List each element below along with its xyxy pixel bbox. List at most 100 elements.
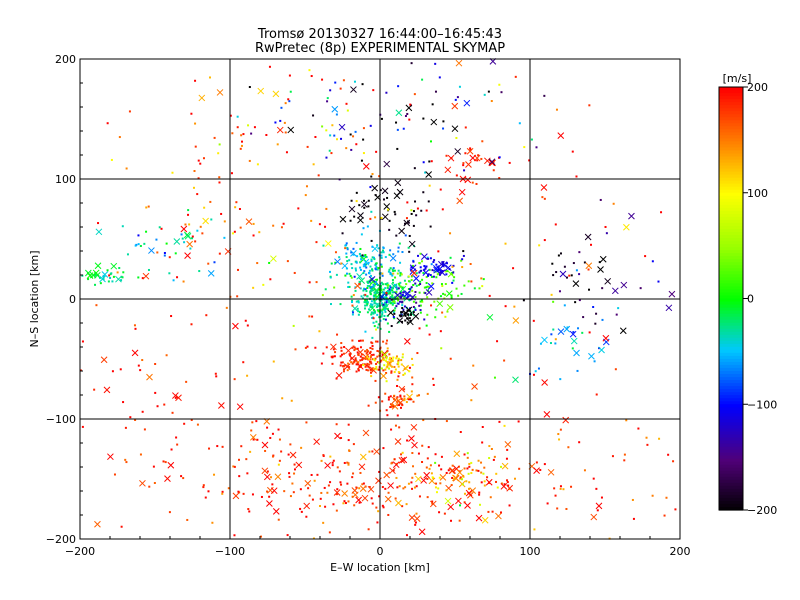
scatter-dot bbox=[387, 292, 390, 295]
scatter-dot bbox=[362, 199, 365, 202]
scatter-dot bbox=[242, 492, 245, 495]
scatter-dot bbox=[605, 232, 608, 235]
scatter-cross bbox=[289, 451, 297, 459]
scatter-dot bbox=[332, 348, 335, 351]
colorbar-segment bbox=[719, 358, 743, 363]
scatter-dot bbox=[504, 242, 507, 245]
scatter-dot bbox=[480, 481, 483, 484]
scatter-dot bbox=[305, 185, 308, 188]
scatter-dot bbox=[403, 388, 406, 391]
scatter-dot bbox=[393, 309, 396, 312]
scatter-dot bbox=[370, 300, 373, 303]
scatter-dot bbox=[252, 222, 255, 225]
scatter-dot bbox=[107, 280, 110, 283]
scatter-dot bbox=[396, 486, 399, 489]
scatter-dot bbox=[385, 291, 388, 294]
scatter-dot bbox=[437, 487, 440, 490]
scatter-dot bbox=[421, 444, 424, 447]
scatter-dot bbox=[463, 501, 466, 504]
scatter-dot bbox=[269, 436, 272, 439]
scatter-dot bbox=[446, 270, 449, 273]
scatter-dot bbox=[398, 282, 401, 285]
scatter-dot bbox=[430, 160, 433, 163]
scatter-cross bbox=[512, 317, 520, 324]
scatter-cross bbox=[456, 197, 464, 205]
scatter-cross bbox=[381, 187, 389, 195]
scatter-dot bbox=[315, 281, 318, 284]
scatter-dot bbox=[312, 114, 315, 117]
scatter-cross bbox=[597, 266, 604, 273]
scatter-dot bbox=[588, 331, 591, 334]
scatter-cross bbox=[403, 338, 411, 345]
scatter-dot bbox=[391, 360, 394, 363]
scatter-cross bbox=[500, 483, 508, 490]
scatter-dot bbox=[490, 447, 493, 450]
scatter-dot bbox=[250, 429, 253, 432]
scatter-dot bbox=[291, 482, 294, 485]
scatter-dot bbox=[160, 227, 163, 230]
scatter-dot bbox=[308, 281, 311, 284]
y-tick-label: −100 bbox=[46, 413, 76, 426]
colorbar-tick-label: −200 bbox=[747, 504, 777, 517]
scatter-dot bbox=[367, 404, 370, 407]
scatter-dot bbox=[430, 263, 433, 266]
scatter-cross bbox=[348, 205, 356, 213]
scatter-dot bbox=[397, 302, 400, 305]
colorbar-segment bbox=[719, 310, 743, 315]
colorbar-segment bbox=[719, 96, 743, 100]
scatter-dot bbox=[281, 397, 284, 400]
scatter-dot bbox=[383, 364, 386, 367]
colorbar-segment bbox=[719, 87, 743, 91]
colorbar-segment bbox=[719, 168, 743, 173]
scatter-dot bbox=[310, 473, 313, 476]
scatter-dot bbox=[371, 450, 374, 453]
scatter-dot bbox=[207, 490, 210, 493]
colorbar-segment bbox=[719, 144, 743, 149]
scatter-dot bbox=[482, 278, 485, 281]
scatter-dot bbox=[350, 148, 353, 151]
scatter-dot bbox=[397, 360, 400, 363]
scatter-dot bbox=[375, 506, 378, 509]
scatter-dot bbox=[425, 466, 428, 469]
scatter-dot bbox=[389, 356, 392, 359]
scatter-dot bbox=[171, 171, 174, 174]
scatter-dot bbox=[317, 174, 320, 177]
scatter-dot bbox=[557, 254, 560, 257]
scatter-dot bbox=[340, 353, 343, 356]
scatter-dot bbox=[492, 169, 495, 172]
y-axis-label: N–S location [km] bbox=[28, 250, 41, 347]
scatter-dot bbox=[378, 297, 381, 300]
colorbar-segment bbox=[719, 165, 743, 170]
scatter-dot bbox=[342, 352, 345, 355]
scatter-dot bbox=[365, 304, 368, 307]
scatter-cross bbox=[110, 262, 118, 270]
scatter-dot bbox=[202, 486, 205, 489]
scatter-cross bbox=[362, 162, 370, 170]
scatter-dot bbox=[351, 495, 354, 498]
scatter-dot bbox=[383, 309, 386, 312]
scatter-dot bbox=[334, 81, 337, 84]
scatter-dot bbox=[287, 98, 290, 101]
scatter-dot bbox=[412, 300, 415, 303]
scatter-dot bbox=[347, 362, 350, 365]
scatter-dot bbox=[391, 302, 394, 305]
scatter-dot bbox=[377, 288, 380, 291]
scatter-dot bbox=[393, 300, 396, 303]
scatter-dot bbox=[225, 306, 228, 309]
colorbar-segment bbox=[719, 485, 743, 490]
scatter-dot bbox=[420, 260, 423, 263]
scatter-dot bbox=[252, 438, 255, 441]
scatter-dot bbox=[572, 262, 575, 265]
scatter-dot bbox=[445, 489, 448, 492]
scatter-dot bbox=[377, 267, 380, 270]
scatter-dot bbox=[87, 278, 90, 281]
scatter-cross bbox=[485, 478, 493, 486]
scatter-cross bbox=[410, 423, 418, 431]
colorbar-segment bbox=[719, 410, 743, 414]
scatter-dot bbox=[410, 390, 413, 393]
scatter-dot bbox=[428, 184, 431, 187]
scatter-dot bbox=[376, 309, 379, 312]
colorbar-segment bbox=[719, 404, 743, 408]
scatter-dot bbox=[175, 436, 178, 439]
scatter-dot bbox=[385, 297, 388, 300]
